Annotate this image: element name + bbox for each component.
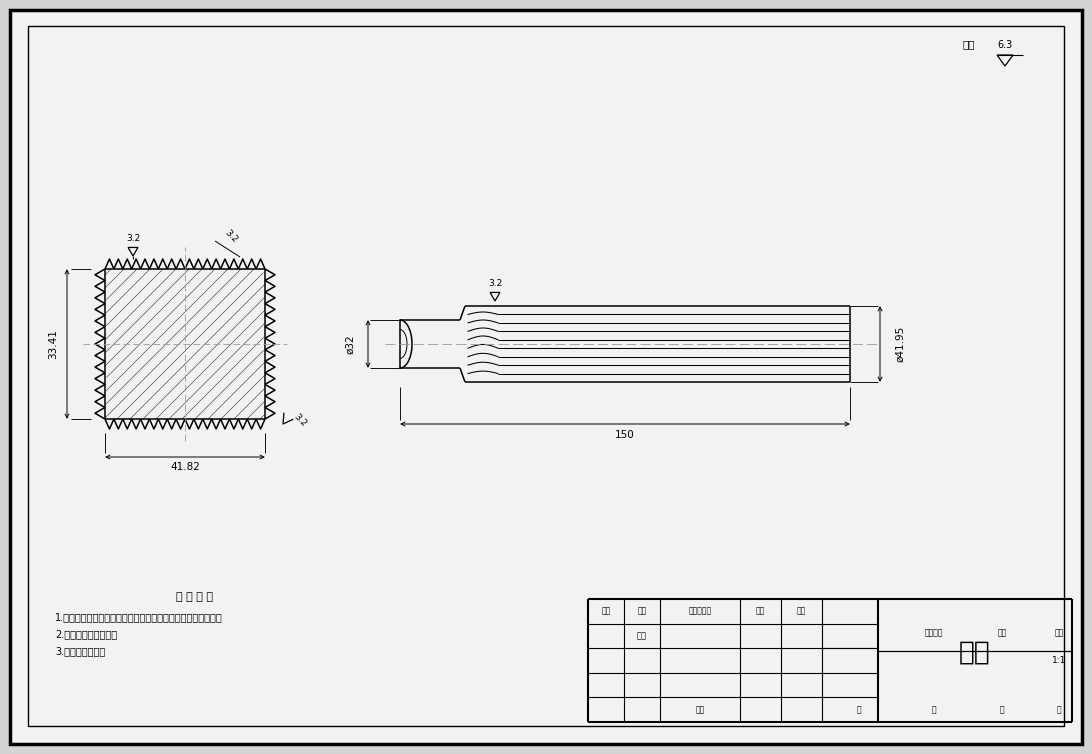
Text: 重量: 重量 bbox=[997, 628, 1007, 637]
Text: 技 术 要 求: 技 术 要 求 bbox=[177, 592, 214, 602]
Text: 3.2: 3.2 bbox=[488, 280, 502, 289]
Text: ø32: ø32 bbox=[345, 334, 355, 354]
Text: 花键: 花键 bbox=[959, 639, 990, 666]
Text: 33.41: 33.41 bbox=[48, 329, 58, 359]
Text: 日期: 日期 bbox=[796, 607, 806, 616]
Text: 41.82: 41.82 bbox=[170, 462, 200, 472]
Text: 150: 150 bbox=[615, 430, 634, 440]
Text: 6.3: 6.3 bbox=[997, 40, 1012, 50]
Text: 3.去除毛刺飞边。: 3.去除毛刺飞边。 bbox=[55, 646, 105, 656]
Text: 设计: 设计 bbox=[637, 631, 646, 640]
Text: 3.2: 3.2 bbox=[126, 234, 140, 244]
Text: 第: 第 bbox=[999, 705, 1005, 714]
Text: 比例: 比例 bbox=[1055, 628, 1064, 637]
Text: 2.零件须去除氧化皮。: 2.零件须去除氧化皮。 bbox=[55, 629, 117, 639]
Text: 共: 共 bbox=[857, 705, 862, 714]
Text: 图样标记: 图样标记 bbox=[925, 628, 943, 637]
Text: 张: 张 bbox=[1057, 705, 1061, 714]
Text: 3.2: 3.2 bbox=[293, 412, 309, 428]
Text: 1:1: 1:1 bbox=[1052, 656, 1066, 665]
Text: 签字: 签字 bbox=[756, 607, 764, 616]
Text: ø41.95: ø41.95 bbox=[895, 326, 905, 362]
Text: 更改文件名: 更改文件名 bbox=[688, 607, 712, 616]
Text: 标记: 标记 bbox=[602, 607, 610, 616]
Text: 3.2: 3.2 bbox=[223, 228, 239, 244]
Text: 数量: 数量 bbox=[638, 607, 646, 616]
Text: 1.零件加工表面上，不应有划痕、擦伤等损伤零件表面的缺陷。: 1.零件加工表面上，不应有划痕、擦伤等损伤零件表面的缺陷。 bbox=[55, 612, 223, 622]
Text: 日期: 日期 bbox=[696, 705, 704, 714]
Text: 张: 张 bbox=[931, 705, 936, 714]
Text: 其余: 其余 bbox=[962, 39, 975, 49]
